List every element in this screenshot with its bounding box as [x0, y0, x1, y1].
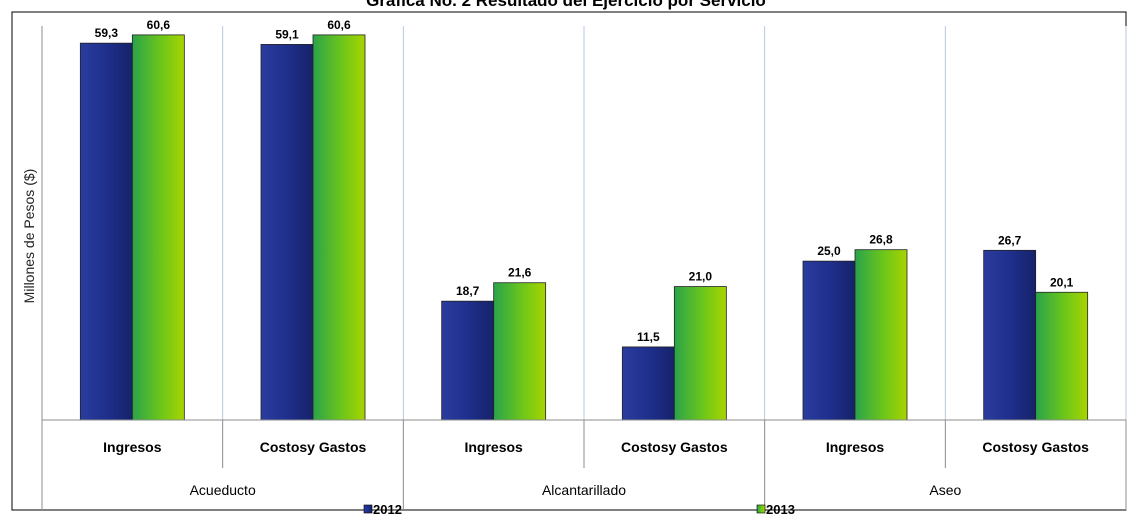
legend-swatch-2012 — [363, 504, 373, 514]
bar-2012-1 — [260, 44, 314, 421]
bar-2012-4 — [802, 260, 856, 421]
category-label-3: Costosy Gastos — [621, 439, 728, 455]
bar-2013-2 — [493, 282, 547, 421]
bar-2012-5 — [983, 249, 1037, 421]
value-label-2012-4: 25,0 — [817, 244, 841, 258]
group-label-aseo: Aseo — [929, 482, 961, 498]
bar-2013-1 — [312, 34, 366, 421]
x-axis: Ingresos Costosy Gastos Ingresos Costosy Ga… — [41, 26, 1127, 510]
bar-2012-3 — [621, 346, 675, 421]
category-label-1: Costosy Gastos — [260, 439, 367, 455]
value-label-2013-2: 21,6 — [508, 266, 532, 280]
value-label-2012-5: 26,7 — [998, 233, 1022, 247]
legend-label-2012: 2012 — [373, 502, 402, 516]
value-labels: 59,3 59,1 18,7 11,5 25,0 26,7 60,6 60,6 21,6 21,0… — [95, 18, 1074, 344]
gridlines — [41, 26, 1127, 420]
bar-2013-0 — [131, 34, 185, 421]
value-label-2012-0: 59,3 — [95, 26, 119, 40]
value-label-2013-4: 26,8 — [869, 233, 893, 247]
bar-2013-5 — [1035, 291, 1089, 421]
value-label-2013-1: 60,6 — [327, 18, 351, 32]
value-label-2012-1: 59,1 — [275, 27, 299, 41]
bar-2013-4 — [854, 249, 908, 421]
group-label-acueducto: Acueducto — [190, 482, 256, 498]
category-label-4: Ingresos — [826, 439, 885, 455]
category-label-2: Ingresos — [464, 439, 523, 455]
value-label-2013-3: 21,0 — [689, 270, 713, 284]
bar-2013-3 — [673, 286, 727, 421]
bars — [79, 34, 1089, 421]
value-label-2012-3: 11,5 — [637, 330, 660, 344]
legend-swatch-2013 — [756, 504, 766, 514]
group-label-alcantarillado: Alcantarillado — [542, 482, 626, 498]
value-label-2013-5: 20,1 — [1050, 275, 1074, 289]
value-label-2012-2: 18,7 — [456, 284, 480, 298]
legend: 2012 2013 — [363, 502, 795, 516]
bar-2012-0 — [79, 42, 133, 421]
chart-title: Gráfica No. 2 Resultado del Ejercicio po… — [366, 0, 766, 10]
category-label-0: Ingresos — [103, 439, 162, 455]
value-label-2013-0: 60,6 — [147, 18, 171, 32]
category-label-5: Costosy Gastos — [982, 439, 1089, 455]
legend-label-2013: 2013 — [766, 502, 795, 516]
y-axis-label: Millones de Pesos ($) — [21, 169, 37, 304]
bar-2012-2 — [441, 300, 495, 421]
